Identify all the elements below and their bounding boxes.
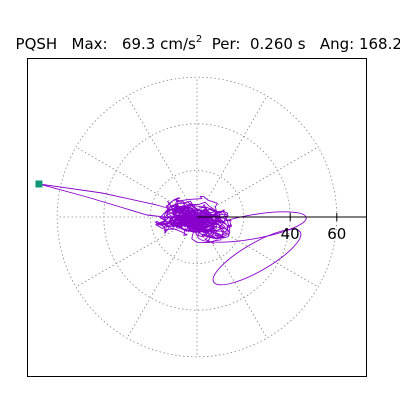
grid-spoke-120 (126, 95, 198, 218)
grid-spoke-240 (126, 216, 198, 339)
max-value: 69.3 (121, 35, 156, 53)
period-value: 0.260 s (250, 35, 306, 53)
period-label: Per: (211, 35, 241, 53)
grid-spoke-60 (196, 95, 268, 218)
radial-tick-label: 40 (281, 225, 300, 243)
motion-trace-path (154, 196, 233, 245)
grid-spoke-30 (196, 146, 319, 218)
motion-trace-lobe (212, 228, 302, 286)
angle-value: 168.2 (358, 35, 400, 53)
grid-spoke-300 (196, 216, 268, 339)
motion-trace (38, 183, 307, 286)
max-unit-exponent: 2 (195, 34, 203, 45)
grid-spoke-210 (75, 216, 198, 288)
radial-tick-label: 60 (327, 225, 346, 243)
angle-label: Ang: (319, 35, 355, 53)
header: PQSH Max: 69.3 cm/s2 Per: 0.260 s Ang: 1… (6, 17, 400, 53)
grid-spoke-150 (75, 146, 198, 218)
max-unit: cm/s (160, 35, 196, 53)
plot-frame (27, 58, 367, 377)
grid-spoke-330 (196, 216, 319, 288)
max-amplitude-marker (35, 180, 43, 188)
station-code: PQSH (15, 35, 58, 53)
max-marker (35, 180, 43, 188)
max-label: Max: (71, 35, 108, 53)
radial-ticks: 40 60 (281, 213, 346, 243)
